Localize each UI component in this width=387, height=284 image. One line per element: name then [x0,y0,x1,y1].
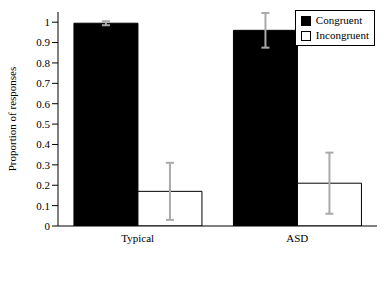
svg-text:ASD: ASD [286,232,308,244]
svg-text:0.5: 0.5 [36,118,50,130]
svg-text:0.8: 0.8 [36,57,50,69]
svg-text:0.9: 0.9 [36,36,50,48]
svg-text:0.4: 0.4 [36,138,50,150]
svg-text:0.3: 0.3 [36,159,50,171]
svg-text:0.7: 0.7 [36,77,50,89]
svg-text:1: 1 [45,16,51,28]
svg-text:0: 0 [45,220,51,232]
html-text:Congruent: Congruent [315,14,363,26]
svg-text:Typical: Typical [121,232,154,244]
svg-text:0.1: 0.1 [36,200,50,212]
html-text:Incongruent: Incongruent [315,29,369,41]
svg-text:0.2: 0.2 [36,179,50,191]
svg-text:Proportion of responses: Proportion of responses [8,67,18,172]
svg-text:0.6: 0.6 [36,98,50,110]
